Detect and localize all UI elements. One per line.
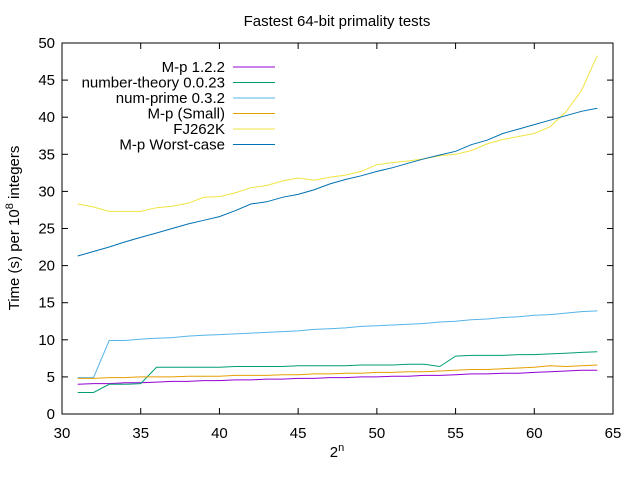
x-tick-label: 40 — [211, 425, 228, 442]
legend-label-2: num-prime 0.3.2 — [116, 90, 225, 107]
series-line-0 — [77, 369, 598, 385]
series-line-3 — [77, 364, 598, 379]
axes: 30 35 40 45 50 55 60 65 0 5 10 15 20 25 30 35 40 45 50 — [38, 35, 621, 442]
x-axis-label: 2n — [330, 442, 344, 461]
y-tick-label: 15 — [38, 295, 55, 312]
series-line-4 — [77, 55, 598, 212]
legend-label-0: M-p 1.2.2 — [162, 59, 225, 76]
legend-label-5: M-p Worst-case — [119, 137, 225, 154]
series-line-5 — [77, 107, 598, 257]
y-tick-label: 10 — [38, 332, 55, 349]
y-tick-label: 30 — [38, 183, 55, 200]
y-tick-label: 5 — [47, 369, 55, 386]
series-line-1 — [77, 351, 598, 393]
y-tick-label: 50 — [38, 35, 55, 52]
x-tick-label: 65 — [605, 425, 622, 442]
x-tick-label: 35 — [132, 425, 149, 442]
legend-label-3: M-p (Small) — [148, 106, 226, 123]
y-tick-label: 35 — [38, 146, 55, 163]
y-axis-label: Time (s) per 108 integers — [4, 146, 23, 311]
y-tick-label: 0 — [47, 406, 55, 423]
y-tick-label: 20 — [38, 258, 55, 275]
series-line-2 — [77, 310, 598, 379]
chart-title: Fastest 64-bit primality tests — [244, 13, 431, 30]
x-tick-label: 45 — [290, 425, 307, 442]
y-tick-label: 45 — [38, 72, 55, 89]
x-tick-label: 30 — [54, 425, 71, 442]
x-tick-label: 50 — [369, 425, 386, 442]
plot-lines — [77, 55, 598, 393]
x-tick-label: 55 — [447, 425, 464, 442]
legend-label-4: FJ262K — [173, 121, 225, 138]
y-tick-label: 40 — [38, 109, 55, 126]
legend-label-1: number-theory 0.0.23 — [82, 75, 225, 92]
y-tick-label: 25 — [38, 221, 55, 238]
x-tick-label: 60 — [526, 425, 543, 442]
